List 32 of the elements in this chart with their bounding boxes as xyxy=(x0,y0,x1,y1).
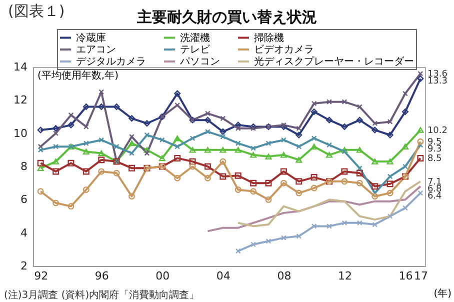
legend-label: 冷蔵庫 xyxy=(76,32,106,44)
legend-label: 光ディスクプレーヤー・レコーダー xyxy=(254,56,414,68)
y-tick-label: 10 xyxy=(14,126,28,140)
data-label: 10.2 xyxy=(427,126,448,136)
legend-label: エアコン xyxy=(76,44,116,56)
data-label: 6.4 xyxy=(427,191,442,202)
legend-label: デジタルカメラ xyxy=(76,56,146,68)
legend-label: ビデオカメラ xyxy=(254,44,314,56)
y-tick-label: 4 xyxy=(20,226,28,240)
x-axis-title: (年) xyxy=(434,288,452,300)
legend-label: テレビ xyxy=(180,44,211,56)
x-tick-label: 17 xyxy=(414,270,428,282)
y-axis-title: (平均使用年数,年) xyxy=(38,70,119,82)
x-tick-label: 00 xyxy=(156,270,170,282)
x-tick-label: 08 xyxy=(277,270,292,282)
y-tick-label: 6 xyxy=(20,193,28,206)
data-label: 8.5 xyxy=(427,154,442,164)
legend-label: 洗濯機 xyxy=(180,32,210,44)
y-tick-label: 2 xyxy=(20,260,28,272)
x-tick-label: 16 xyxy=(398,270,413,282)
chart-title: 主要耐久財の買い替え状況 xyxy=(137,8,317,26)
text: (図表１) xyxy=(8,2,65,21)
x-tick-label: 92 xyxy=(34,270,48,282)
y-tick-label: 12 xyxy=(14,94,28,107)
text: (注)3月調査 (資料)内閣府「消費動向調査」 xyxy=(4,288,200,302)
x-tick-label: 96 xyxy=(94,270,109,282)
y-tick-label: 8 xyxy=(20,160,28,173)
legend-label: パソコン xyxy=(179,56,220,68)
x-tick-label: 04 xyxy=(216,270,230,282)
x-tick-label: 12 xyxy=(338,270,352,282)
legend-label: 掃除機 xyxy=(254,32,284,44)
y-tick-label: 14 xyxy=(14,60,28,74)
